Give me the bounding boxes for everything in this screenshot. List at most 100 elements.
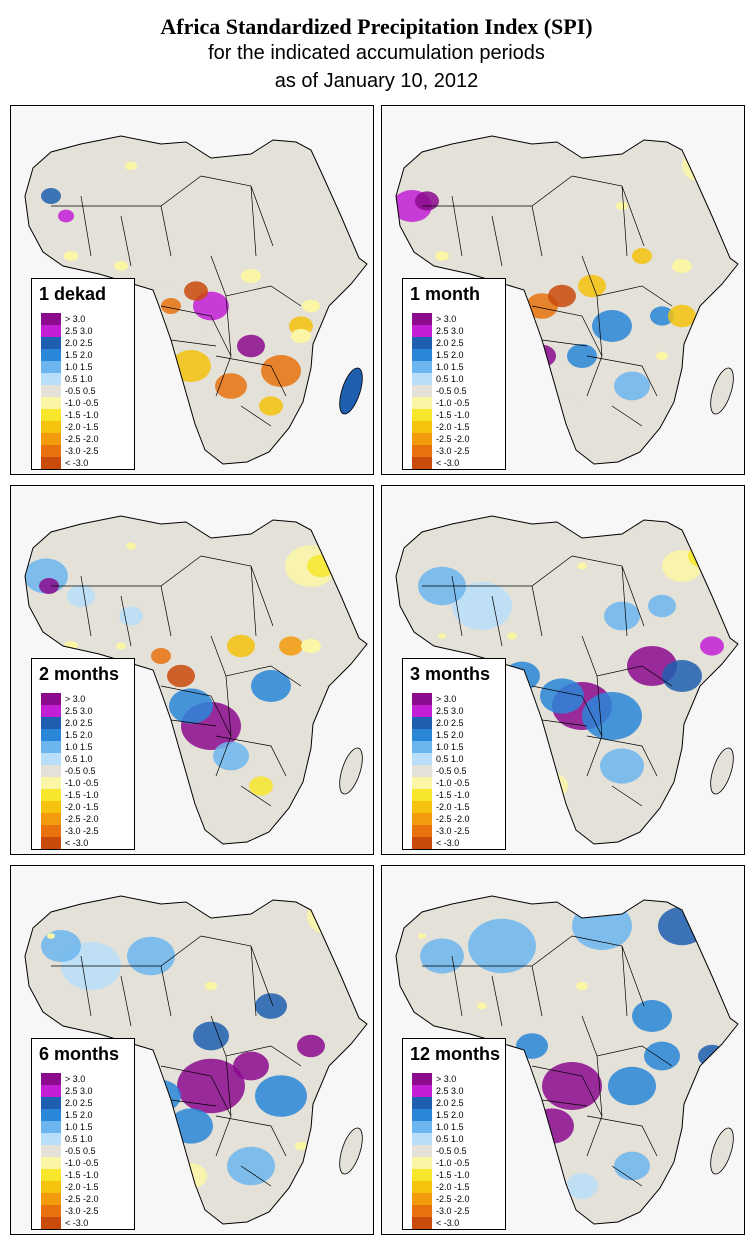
legend-range-label: 1.5 2.0 [436,350,464,360]
spi-anomaly-area [205,981,217,991]
legend-range-label: 2.0 2.5 [65,1098,93,1108]
spi-anomaly-area [297,1034,325,1058]
legend-range-label: -2.0 -1.5 [65,802,99,812]
spi-anomaly-area [237,334,265,358]
legend-swatch [412,1145,432,1157]
map-date: as of January 10, 2012 [274,70,479,92]
legend-swatch [41,1157,61,1169]
legend-range-label: 2.5 3.0 [65,326,93,336]
legend-swatch [412,433,432,445]
spi-anomaly-area [578,274,606,298]
legend-swatch [412,753,432,765]
legend-range-label: -2.5 -2.0 [436,814,470,824]
legend-range-label: -2.5 -2.0 [65,1194,99,1204]
legend-range-label: 2.5 3.0 [436,326,464,336]
spi-anomaly-area [632,248,652,264]
legend-range-label: 2.5 3.0 [436,706,464,716]
spi-anomaly-area [662,660,702,692]
legend-range-label: -1.5 -1.0 [65,790,99,800]
coastline [395,135,739,465]
legend-swatch [41,1109,61,1121]
legend-range-label: -1.0 -0.5 [65,778,99,788]
spi-anomaly-area [116,642,126,650]
africa-map [395,515,739,845]
accumulation-period-label: 12 months [410,1044,501,1064]
spi-anomaly-area [592,310,632,342]
legend-range-label: -0.5 0.5 [65,386,96,396]
legend-swatch [412,1133,432,1145]
legend-swatch [412,1085,432,1097]
legend-range-label: 2.0 2.5 [436,338,464,348]
spi-legend: 2 months > 3.0 2.5 3.0 2.0 2.5 1.5 2.0 1.0 1.… [31,658,135,850]
legend-swatch [41,373,61,385]
legend-swatch [412,409,432,421]
spi-anomaly-area [708,154,736,178]
spi-anomaly-area [213,741,249,771]
legend-swatch [412,705,432,717]
spi-map-panel: 3 months > 3.0 2.5 3.0 2.0 2.5 1.5 2.0 1.0 1.… [381,485,745,855]
legend-range-label: 1.0 1.5 [436,1122,464,1132]
legend-range-label: 0.5 1.0 [65,754,93,764]
spi-anomaly-area [700,636,724,656]
legend-range-label: -2.5 -2.0 [436,434,470,444]
coastline [24,515,368,845]
legend-range-label: > 3.0 [65,694,86,704]
legend-swatch [412,385,432,397]
legend-range-label: -2.5 -2.0 [65,814,99,824]
legend-swatch [412,1097,432,1109]
legend-swatch [412,837,432,849]
legend-range-label: -1.5 -1.0 [65,410,99,420]
legend-range-label: -0.5 0.5 [436,1146,467,1156]
legend-range-label: -2.5 -2.0 [65,434,99,444]
legend-range-label: -2.0 -1.5 [65,1182,99,1192]
legend-swatch [41,1205,61,1217]
coastline [395,895,739,1225]
legend-range-label: -3.0 -2.5 [436,1206,470,1216]
legend-swatch [412,825,432,837]
legend-swatch [412,729,432,741]
legend-swatch [412,1109,432,1121]
legend-swatch [412,777,432,789]
legend-swatch [412,1217,432,1229]
legend-range-label: -3.0 -2.5 [65,826,99,836]
legend-range-label: 1.0 1.5 [65,362,93,372]
spi-anomaly-area [241,269,261,283]
legend-swatch [412,1181,432,1193]
spi-anomaly-area [58,209,74,223]
legend-range-label: -0.5 0.5 [436,766,467,776]
madagascar-island [339,367,363,415]
spi-anomaly-area [291,329,311,343]
madagascar-island [339,747,363,795]
legend-range-label: -2.0 -1.5 [65,422,99,432]
spi-anomaly-area [67,584,95,608]
spi-legend: 3 months > 3.0 2.5 3.0 2.0 2.5 1.5 2.0 1.0 1.… [402,658,506,850]
legend-range-label: 1.5 2.0 [436,730,464,740]
legend-range-label: 1.0 1.5 [436,362,464,372]
legend-range-label: -2.0 -1.5 [436,802,470,812]
legend-swatch [41,433,61,445]
legend-swatch [41,813,61,825]
spi-anomaly-area [193,1021,229,1051]
legend-swatch [412,445,432,457]
legend-swatch [41,1121,61,1133]
legend-range-label: 1.5 2.0 [65,730,93,740]
legend-range-label: < -3.0 [65,1218,89,1228]
legend-range-label: < -3.0 [436,458,460,468]
legend-swatch [41,1169,61,1181]
country-borders [422,175,673,427]
spi-anomaly-area [261,355,301,387]
spi-anomaly-area [614,1151,650,1181]
africa-map [24,515,368,845]
legend-swatch [41,421,61,433]
legend-swatch [412,349,432,361]
legend-swatch [41,361,61,373]
spi-anomaly-area [604,601,640,631]
spi-anomaly-area [648,594,676,618]
country-borders [51,935,302,1187]
africa-map [395,135,739,465]
country-borders [422,555,673,807]
legend-swatch [41,801,61,813]
spi-anomaly-area [656,351,668,361]
spi-anomaly-area [227,1146,275,1186]
spi-anomaly-area [468,918,536,974]
